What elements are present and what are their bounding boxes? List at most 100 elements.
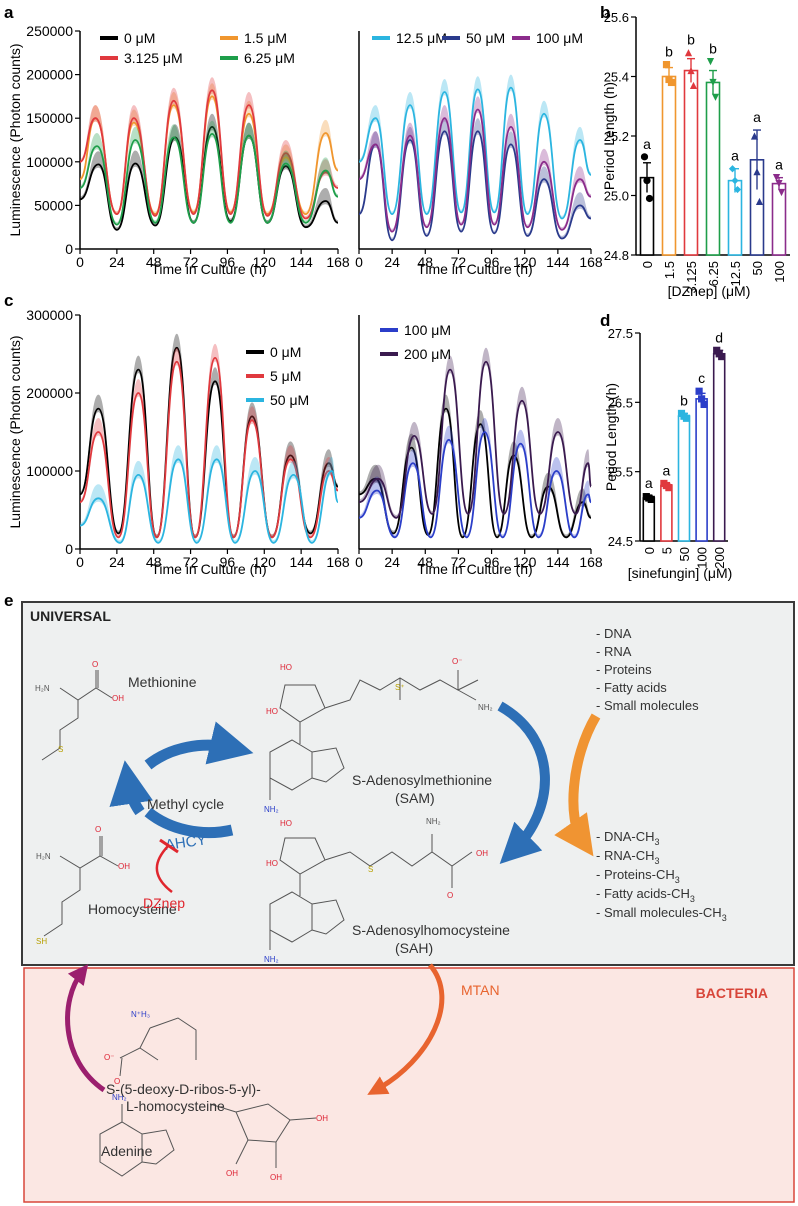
y-axis-label: Luminescence (Photon counts) xyxy=(7,44,23,237)
series-line xyxy=(79,132,339,226)
series-line xyxy=(79,458,339,544)
x-tick-label: 50 xyxy=(677,547,692,561)
methylation-arrow xyxy=(497,701,550,864)
methionine-h2n: H₂N xyxy=(35,684,50,693)
x-tick-label: 72 xyxy=(451,254,467,270)
chart-a-right: 0 24 48 72 96 120 144 168 Time in Culture (h) 12.… xyxy=(355,30,603,277)
sah-ho1: HO xyxy=(280,819,292,828)
x-tick-label: 168 xyxy=(326,254,350,270)
methylated-item: - Small molecules-CH3 xyxy=(596,905,727,923)
legend-label: 1.5 μM xyxy=(244,30,287,46)
y-tick-label: 100000 xyxy=(26,154,73,170)
legend-label: 100 μM xyxy=(536,30,583,46)
data-point xyxy=(682,414,691,422)
x-tick-label: 24 xyxy=(384,254,400,270)
adenine-nh2: NH₂ xyxy=(112,1093,127,1102)
x-tick-label: 0 xyxy=(640,261,655,268)
x-tick-label: 24 xyxy=(109,554,125,570)
y-tick-label: 150000 xyxy=(26,110,73,126)
x-axis-label: Time in Culture (h) xyxy=(151,561,266,577)
significance-letter: a xyxy=(643,136,651,152)
dznep-bar xyxy=(159,838,179,854)
data-point xyxy=(709,78,717,87)
methylated-item: - Proteins-CH3 xyxy=(596,867,680,885)
sah-o: O xyxy=(447,891,453,900)
mtan-arrow xyxy=(367,963,445,1095)
sah-nh2-aden: NH₂ xyxy=(264,955,279,964)
chart-c-left: 0 24 48 72 96 120 144 168 0 100000 200000 300000 Tim… xyxy=(7,307,350,577)
data-point xyxy=(695,387,703,395)
data-point xyxy=(667,78,676,87)
bar xyxy=(695,398,708,542)
data-point xyxy=(645,194,654,203)
sah-oh: OH xyxy=(476,849,488,858)
sam-nh2-aden: NH₂ xyxy=(264,805,279,814)
data-point xyxy=(711,93,720,101)
cycle-arrow-top xyxy=(144,721,254,770)
series-line xyxy=(79,356,339,539)
x-tick-label: 96 xyxy=(220,254,236,270)
x-tick-label: 48 xyxy=(146,254,162,270)
x-tick-label: 0 xyxy=(76,554,84,570)
dznep-label: DZnep xyxy=(143,895,185,911)
methylated-list: - DNA-CH3- RNA-CH3- Proteins-CH3- Fatty … xyxy=(596,829,727,923)
series-line xyxy=(358,431,592,539)
acceptor-item: - DNA xyxy=(596,626,632,641)
srh-structure xyxy=(99,1017,317,1177)
y-axis-label: Luminescence (Photon counts) xyxy=(7,336,23,529)
bar xyxy=(712,352,726,542)
data-point xyxy=(733,185,742,194)
series-error-band xyxy=(80,77,338,220)
data-point xyxy=(647,495,655,503)
y-tick-label: 100000 xyxy=(26,463,73,479)
x-tick-label: 144 xyxy=(289,554,313,570)
significance-letter: a xyxy=(663,462,671,478)
data-point xyxy=(684,49,693,57)
data-point xyxy=(698,395,706,403)
x-tick-label: 12.5 xyxy=(728,261,743,286)
y-tick-label: 24.8 xyxy=(604,248,629,263)
x-tick-label: 168 xyxy=(579,254,603,270)
x-tick-label: 6.25 xyxy=(706,261,721,286)
x-tick-label: 120 xyxy=(513,254,537,270)
legend-label: 6.25 μM xyxy=(244,50,295,66)
srh-label-2: L-homocysteine xyxy=(126,1098,225,1114)
y-tick-label: 24.5 xyxy=(608,534,633,549)
x-tick-label: 96 xyxy=(484,554,500,570)
homocysteine-oh: OH xyxy=(118,862,130,871)
srh-o: O xyxy=(114,1077,120,1086)
x-tick-label: 96 xyxy=(484,254,500,270)
sah-abbr: (SAH) xyxy=(395,940,433,956)
y-tick-label: 25.4 xyxy=(604,70,629,85)
series-error-band xyxy=(80,333,338,539)
methionine-label: Methionine xyxy=(128,674,197,690)
methyl-cycle-label: Methyl cycle xyxy=(147,796,224,812)
data-point xyxy=(643,177,651,185)
series-line xyxy=(358,130,592,242)
bar xyxy=(677,415,691,542)
series-line xyxy=(358,108,592,233)
sam-ho2: HO xyxy=(266,707,278,716)
significance-letter: b xyxy=(665,44,673,60)
acceptor-item: - RNA xyxy=(596,644,632,659)
legend-label: 50 μM xyxy=(270,392,309,408)
x-axis-label: Time in Culture (h) xyxy=(417,561,532,577)
mtan-label: MTAN xyxy=(461,982,500,998)
x-tick-label: 0 xyxy=(355,254,363,270)
significance-letter: c xyxy=(698,370,705,386)
panel-letter-d: d xyxy=(600,311,610,330)
chart-b: 24.8 25.0 25.2 25.4 25.6 Period Length (h) [DZ… xyxy=(601,10,790,299)
legend-label: 0 μM xyxy=(270,344,301,360)
y-tick-label: 200000 xyxy=(26,67,73,83)
x-tick-label: 168 xyxy=(326,554,350,570)
x-tick-label: 120 xyxy=(253,554,277,570)
bacteria-label: BACTERIA xyxy=(696,985,768,1001)
y-tick-label: 27.5 xyxy=(608,326,633,341)
sam-nh2: NH₂ xyxy=(478,703,493,712)
sam-structure xyxy=(269,670,479,800)
chart-a-left: 0 24 48 72 96 120 144 168 0 50000 100000 150000 2000… xyxy=(7,23,350,277)
sam-label: S-Adenosylmethionine xyxy=(352,772,492,788)
y-tick-label: 200000 xyxy=(26,385,73,401)
cycle-arrow-bottom xyxy=(144,807,234,839)
